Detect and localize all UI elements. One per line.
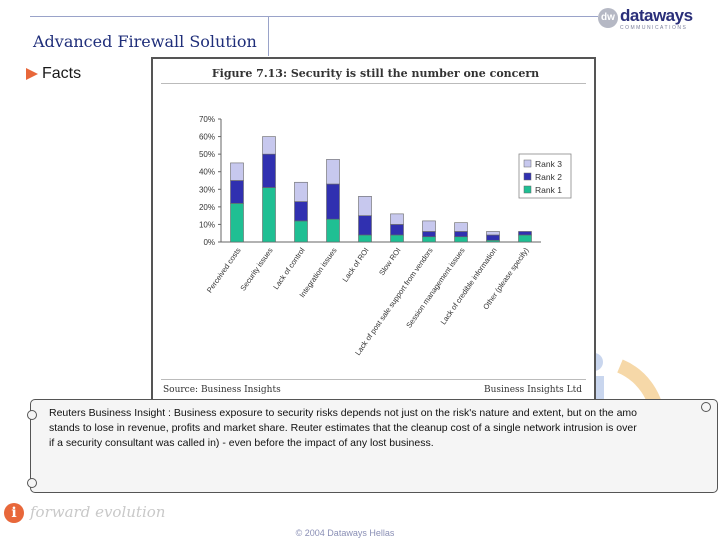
note-scroll-box: Reuters Business Insight : Business expo… [27, 399, 720, 493]
y-tick-label: 50% [199, 150, 215, 159]
dataways-logo: dw dataways COMMUNICATIONS [598, 6, 710, 32]
bar-chart: 0%10%20%30%40%50%60%70%Perceived costsSe… [199, 115, 572, 357]
bar-segment [230, 180, 244, 204]
bar-segment [294, 220, 308, 243]
bar-segment [230, 203, 244, 243]
x-tick-label: Lack of control [271, 246, 307, 291]
footer-copyright: © 2004 Dataways Hellas [295, 528, 395, 538]
legend-swatch [523, 185, 532, 194]
bar-segment [486, 234, 500, 241]
x-tick-label: Slow ROI [377, 246, 403, 277]
x-tick-label: Security issues [238, 246, 274, 293]
figure-source: Source: Business Insights [163, 385, 281, 395]
bar-segment [326, 159, 340, 185]
bar-segment [262, 136, 276, 155]
bar-segment [454, 222, 468, 232]
bar-segment [518, 234, 532, 243]
y-tick-label: 60% [199, 133, 215, 142]
note-line: if a security consultant was called in) … [49, 437, 434, 449]
bullet-heading: Facts [42, 65, 82, 82]
bar-segment [422, 231, 436, 238]
bar-segment [422, 220, 436, 232]
note-line: Reuters Business Insight : Business expo… [49, 407, 637, 419]
legend-swatch [523, 159, 532, 168]
bar-segment [454, 231, 468, 238]
logo-tagline: COMMUNICATIONS [620, 25, 688, 31]
figure-bottom-rule [161, 379, 586, 380]
bar-segment [358, 196, 372, 216]
logo-name: dataways [620, 6, 693, 25]
y-tick-label: 30% [199, 185, 215, 194]
bar-segment [230, 162, 244, 181]
scroll-curl-icon [701, 402, 711, 412]
legend-label: Rank 2 [535, 172, 562, 182]
y-tick-label: 40% [199, 168, 215, 177]
bar-segment [262, 153, 276, 188]
note-text: Reuters Business Insight : Business expo… [49, 406, 720, 451]
chart-title: Figure 7.13: Security is still the numbe… [211, 67, 540, 80]
x-tick-label: Lack of ROI [341, 246, 371, 284]
legend-swatch [523, 172, 532, 181]
bar-segment [262, 187, 276, 243]
header-divider [268, 16, 269, 56]
chart-figure: Figure 7.13: Security is still the numbe… [151, 57, 596, 402]
figure-brand: Business Insights Ltd [484, 385, 582, 395]
scroll-curl-icon [27, 410, 37, 420]
y-tick-label: 0% [203, 238, 215, 247]
y-tick-label: 10% [199, 220, 215, 229]
bullet-arrow-icon [26, 68, 38, 80]
info-i-icon: i [4, 503, 24, 523]
slide-title: Advanced Firewall Solution [33, 32, 257, 51]
bar-segment [390, 224, 404, 236]
bar-segment [454, 236, 468, 243]
bar-segment [518, 231, 532, 236]
bar-segment [486, 231, 500, 236]
bar-segment [294, 201, 308, 222]
x-tick-label: Lack of credible information [439, 246, 499, 326]
legend-label: Rank 1 [535, 185, 562, 195]
header-rule [30, 16, 598, 17]
legend-label: Rank 3 [535, 159, 562, 169]
bar-segment [326, 218, 340, 243]
bar-segment [390, 234, 404, 243]
y-tick-label: 20% [199, 203, 215, 212]
bar-segment [326, 183, 340, 220]
footer-slogan: forward evolution [30, 503, 166, 521]
bar-segment [358, 215, 372, 236]
figure-top-rule [161, 83, 586, 84]
note-line: stands to lose in revenue, profits and m… [49, 422, 637, 434]
y-tick-label: 70% [199, 115, 215, 124]
bar-segment [422, 236, 436, 243]
x-tick-label: Perceived costs [205, 246, 243, 295]
logo-mark: dw [598, 8, 618, 28]
scroll-curl-icon [27, 478, 37, 488]
bar-segment [294, 181, 308, 202]
bar-segment [358, 234, 372, 243]
x-tick-label: Session management issues [404, 246, 467, 330]
footer-logo: i forward evolution [4, 503, 165, 527]
bar-segment [390, 213, 404, 225]
